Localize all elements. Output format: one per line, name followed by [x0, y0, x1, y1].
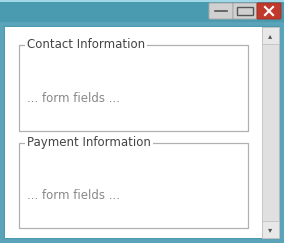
- Text: ▾: ▾: [268, 225, 273, 234]
- FancyBboxPatch shape: [233, 3, 257, 19]
- Bar: [5, 27, 279, 238]
- Text: ... form fields ...: ... form fields ...: [27, 189, 120, 202]
- Text: Payment Information: Payment Information: [27, 136, 151, 149]
- Text: ▴: ▴: [268, 31, 273, 40]
- Bar: [0, 0, 284, 22]
- Bar: [19, 142, 248, 228]
- Bar: [5, 27, 262, 238]
- FancyBboxPatch shape: [257, 3, 281, 19]
- Bar: [262, 27, 279, 44]
- Bar: [19, 45, 248, 130]
- Bar: [262, 27, 279, 238]
- Bar: [0, 0, 284, 2]
- Bar: [262, 221, 279, 238]
- Text: ... form fields ...: ... form fields ...: [27, 92, 120, 104]
- FancyBboxPatch shape: [209, 3, 233, 19]
- Bar: [237, 7, 253, 15]
- Text: Contact Information: Contact Information: [27, 38, 145, 52]
